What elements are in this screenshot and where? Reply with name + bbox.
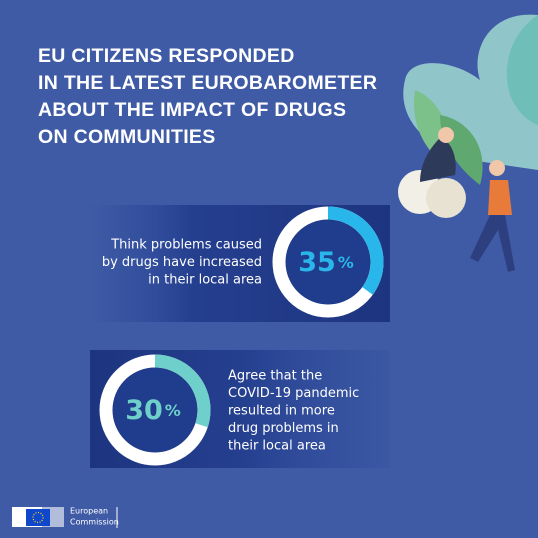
logo-text: European	[70, 507, 108, 516]
title-line: IN THE LATEST EUROBAROMETER	[38, 72, 377, 94]
stat-value: 30%	[125, 395, 181, 426]
donut-center	[113, 368, 197, 452]
title-line: ON COMMUNITIES	[38, 126, 216, 148]
stat-text: in their local area	[148, 273, 262, 288]
donut-center	[286, 220, 370, 304]
stat-text: by drugs have increased	[102, 255, 262, 270]
stat-text: their local area	[228, 439, 326, 454]
stats: 35 % Think problems caused by drugs have in…	[99, 206, 384, 466]
stat-number: 30	[125, 395, 163, 426]
title: EU CITIZENS RESPONDED IN THE LATEST EURO…	[38, 45, 377, 148]
stat-text: COVID-19 pandemic	[228, 386, 359, 401]
stat-text: drug problems in	[228, 421, 339, 436]
stat-text: Think problems caused	[110, 238, 262, 253]
stat-number: 35	[298, 247, 336, 278]
stat-text: resulted in more	[228, 404, 335, 419]
logo: European Commission	[12, 507, 119, 528]
stat-text: Agree that the	[228, 369, 322, 384]
title-line: ABOUT THE IMPACT OF DRUGS	[38, 99, 346, 121]
donut-arc	[272, 206, 384, 318]
stat-unit: %	[165, 401, 181, 420]
title-line: EU CITIZENS RESPONDED	[38, 45, 295, 67]
donut-arc	[99, 354, 211, 466]
logo-text: Commission	[70, 518, 119, 527]
stat-unit: %	[338, 253, 354, 272]
illustration	[398, 14, 538, 272]
stat-value: 35%	[298, 247, 354, 278]
